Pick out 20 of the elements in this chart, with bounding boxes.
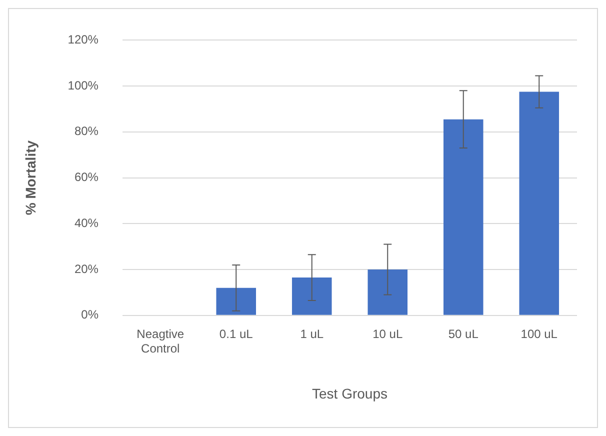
bar: [216, 288, 256, 315]
x-tick-label: 100 uL: [520, 326, 558, 341]
y-tick-label: 0%: [81, 308, 99, 322]
x-tick-label: Neagtive Control: [136, 326, 184, 356]
y-tick-label: 40%: [74, 216, 99, 230]
x-axis-title: Test Groups: [312, 385, 388, 402]
y-axis-title: % Mortality: [22, 140, 38, 216]
x-tick-label: 1 uL: [300, 326, 324, 341]
x-tick-label: 10 uL: [372, 326, 403, 341]
y-tick-label: 60%: [74, 170, 99, 184]
bar: [519, 92, 560, 315]
y-tick-label: 120%: [68, 32, 99, 47]
y-tick-label: 80%: [74, 124, 99, 138]
bar: [443, 119, 484, 315]
x-tick-label: 0.1 uL: [219, 326, 254, 341]
bar: [292, 278, 332, 315]
y-tick-label: 20%: [74, 262, 99, 276]
x-tick-label: 50 uL: [448, 326, 479, 341]
bar: [368, 270, 408, 315]
y-tick-label: 100%: [68, 78, 99, 92]
